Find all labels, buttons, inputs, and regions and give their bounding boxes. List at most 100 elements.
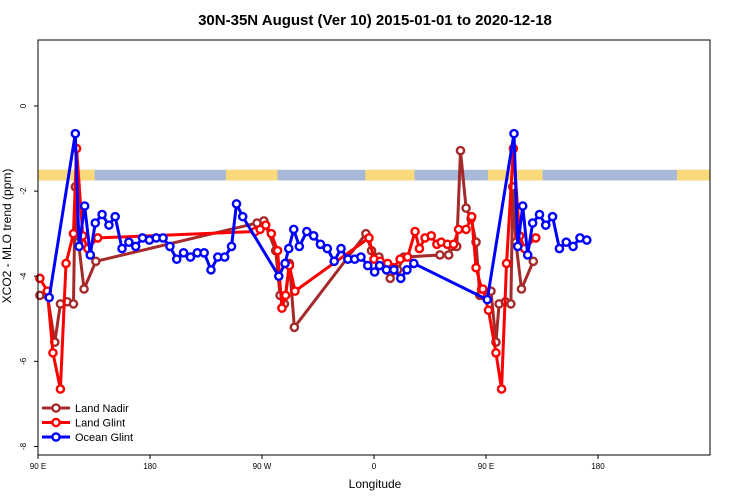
y-tick-label: -6 (19, 357, 28, 365)
ocean-glint-point (104, 220, 114, 230)
ocean-glint-point (273, 271, 284, 282)
land-nadir-point (516, 284, 527, 294)
ocean-glint-point (315, 239, 326, 250)
x-tick-label: 90 W (253, 462, 272, 471)
land-glint-point (48, 348, 58, 358)
land-ocean-strip (38, 169, 710, 181)
land-glint-point (501, 258, 512, 269)
ocean-glint-point (85, 250, 96, 260)
ocean-glint-point (554, 243, 565, 254)
land-glint-point (471, 262, 481, 273)
land-glint-point (414, 243, 425, 254)
land-glint-point (483, 305, 494, 316)
ocean-glint-point (79, 201, 90, 211)
land-glint-point (277, 303, 287, 313)
ocean-glint-point (280, 258, 290, 269)
land-band (38, 169, 95, 181)
ocean-glint-point (130, 241, 141, 252)
ocean-glint-point (540, 220, 551, 230)
land-nadir-point (506, 299, 516, 309)
ocean-glint-point (44, 292, 55, 303)
land-glint-point (266, 228, 277, 239)
x-tick-label: 180 (591, 462, 605, 471)
ocean-glint-point (124, 237, 134, 247)
land-glint-point (364, 233, 374, 243)
x-tick-label: 180 (143, 462, 157, 471)
ocean-glint-point (70, 128, 81, 139)
land-glint-point (466, 211, 477, 222)
ocean-glint-point (582, 235, 592, 245)
ocean-glint-point (547, 211, 558, 222)
land-glint-point (426, 230, 437, 241)
series-ocean-glint (44, 128, 592, 305)
legend-ocean-glint-marker (51, 432, 61, 442)
ocean-glint-point (178, 248, 189, 258)
ocean-glint-point (336, 243, 346, 254)
ocean-glint-point (369, 267, 380, 277)
land-nadir-point (79, 284, 89, 294)
ocean-glint-point (74, 241, 84, 252)
land-nadir-point (461, 203, 471, 213)
ocean-glint-point (97, 209, 107, 220)
land-glint-point (448, 239, 459, 250)
land-glint-point (496, 384, 507, 394)
ocean-glint-point (283, 243, 294, 254)
y-tick-label: -2 (19, 187, 28, 195)
ocean-glint-point (395, 273, 406, 284)
ocean-glint-point (171, 254, 182, 265)
ocean-glint-point (158, 233, 168, 243)
ocean-glint-point (362, 260, 373, 271)
ocean-glint-point (517, 201, 528, 211)
ocean-glint-point (402, 265, 412, 275)
land-glint-point (453, 224, 464, 235)
land-nadir-point (455, 145, 466, 156)
ocean-glint-point (512, 241, 523, 252)
ocean-glint-point (322, 243, 333, 254)
x-tick-label: 90 E (30, 462, 46, 471)
ocean-glint-point (561, 237, 572, 247)
y-axis-label: XCO2 - MLO trend (ppm) (0, 169, 14, 304)
ocean-glint-point (199, 248, 209, 258)
x-axis-label: Longitude (349, 477, 402, 491)
ocean-glint-point (527, 218, 538, 228)
land-glint-point (61, 258, 71, 269)
series-layer (35, 128, 592, 394)
land-band (225, 169, 278, 181)
legend-land-glint-label: Land Glint (75, 418, 125, 430)
legend-land-nadir-label: Land Nadir (75, 403, 129, 415)
land-glint-point (530, 233, 541, 243)
ocean-glint-point (482, 294, 493, 305)
y-tick-label: -4 (19, 272, 28, 280)
land-glint-point (272, 245, 283, 256)
ocean-glint-point (117, 243, 127, 254)
land-band (365, 169, 415, 181)
land-glint-point (92, 233, 103, 243)
ocean-glint-point (219, 252, 230, 262)
ocean-glint-point (409, 258, 419, 269)
land-nadir-point (435, 250, 445, 260)
ocean-glint-point (90, 218, 101, 228)
y-tick-label: 0 (19, 103, 28, 108)
land-glint-point (461, 224, 471, 235)
land-glint-point (290, 286, 300, 296)
ocean-glint-point (374, 260, 385, 271)
ocean-glint-point (110, 211, 120, 222)
ocean-glint-point (301, 226, 312, 237)
ocean-glint-point (294, 241, 305, 252)
ocean-glint-point (568, 241, 578, 252)
land-glint-point (410, 226, 420, 237)
land-nadir-point (35, 290, 45, 301)
legend-ocean-glint-label: Ocean Glint (75, 432, 133, 444)
ocean-glint-point (226, 241, 237, 252)
ocean-glint-point (356, 252, 366, 262)
land-glint-point (260, 220, 271, 230)
land-nadir-point (528, 256, 539, 267)
land-glint-point (491, 348, 501, 358)
legend-land-glint-marker (51, 417, 61, 428)
land-glint-point (68, 228, 79, 239)
land-nadir-point (385, 273, 395, 284)
land-nadir-point (289, 322, 300, 333)
land-band (677, 169, 710, 181)
land-nadir-point (443, 250, 454, 260)
